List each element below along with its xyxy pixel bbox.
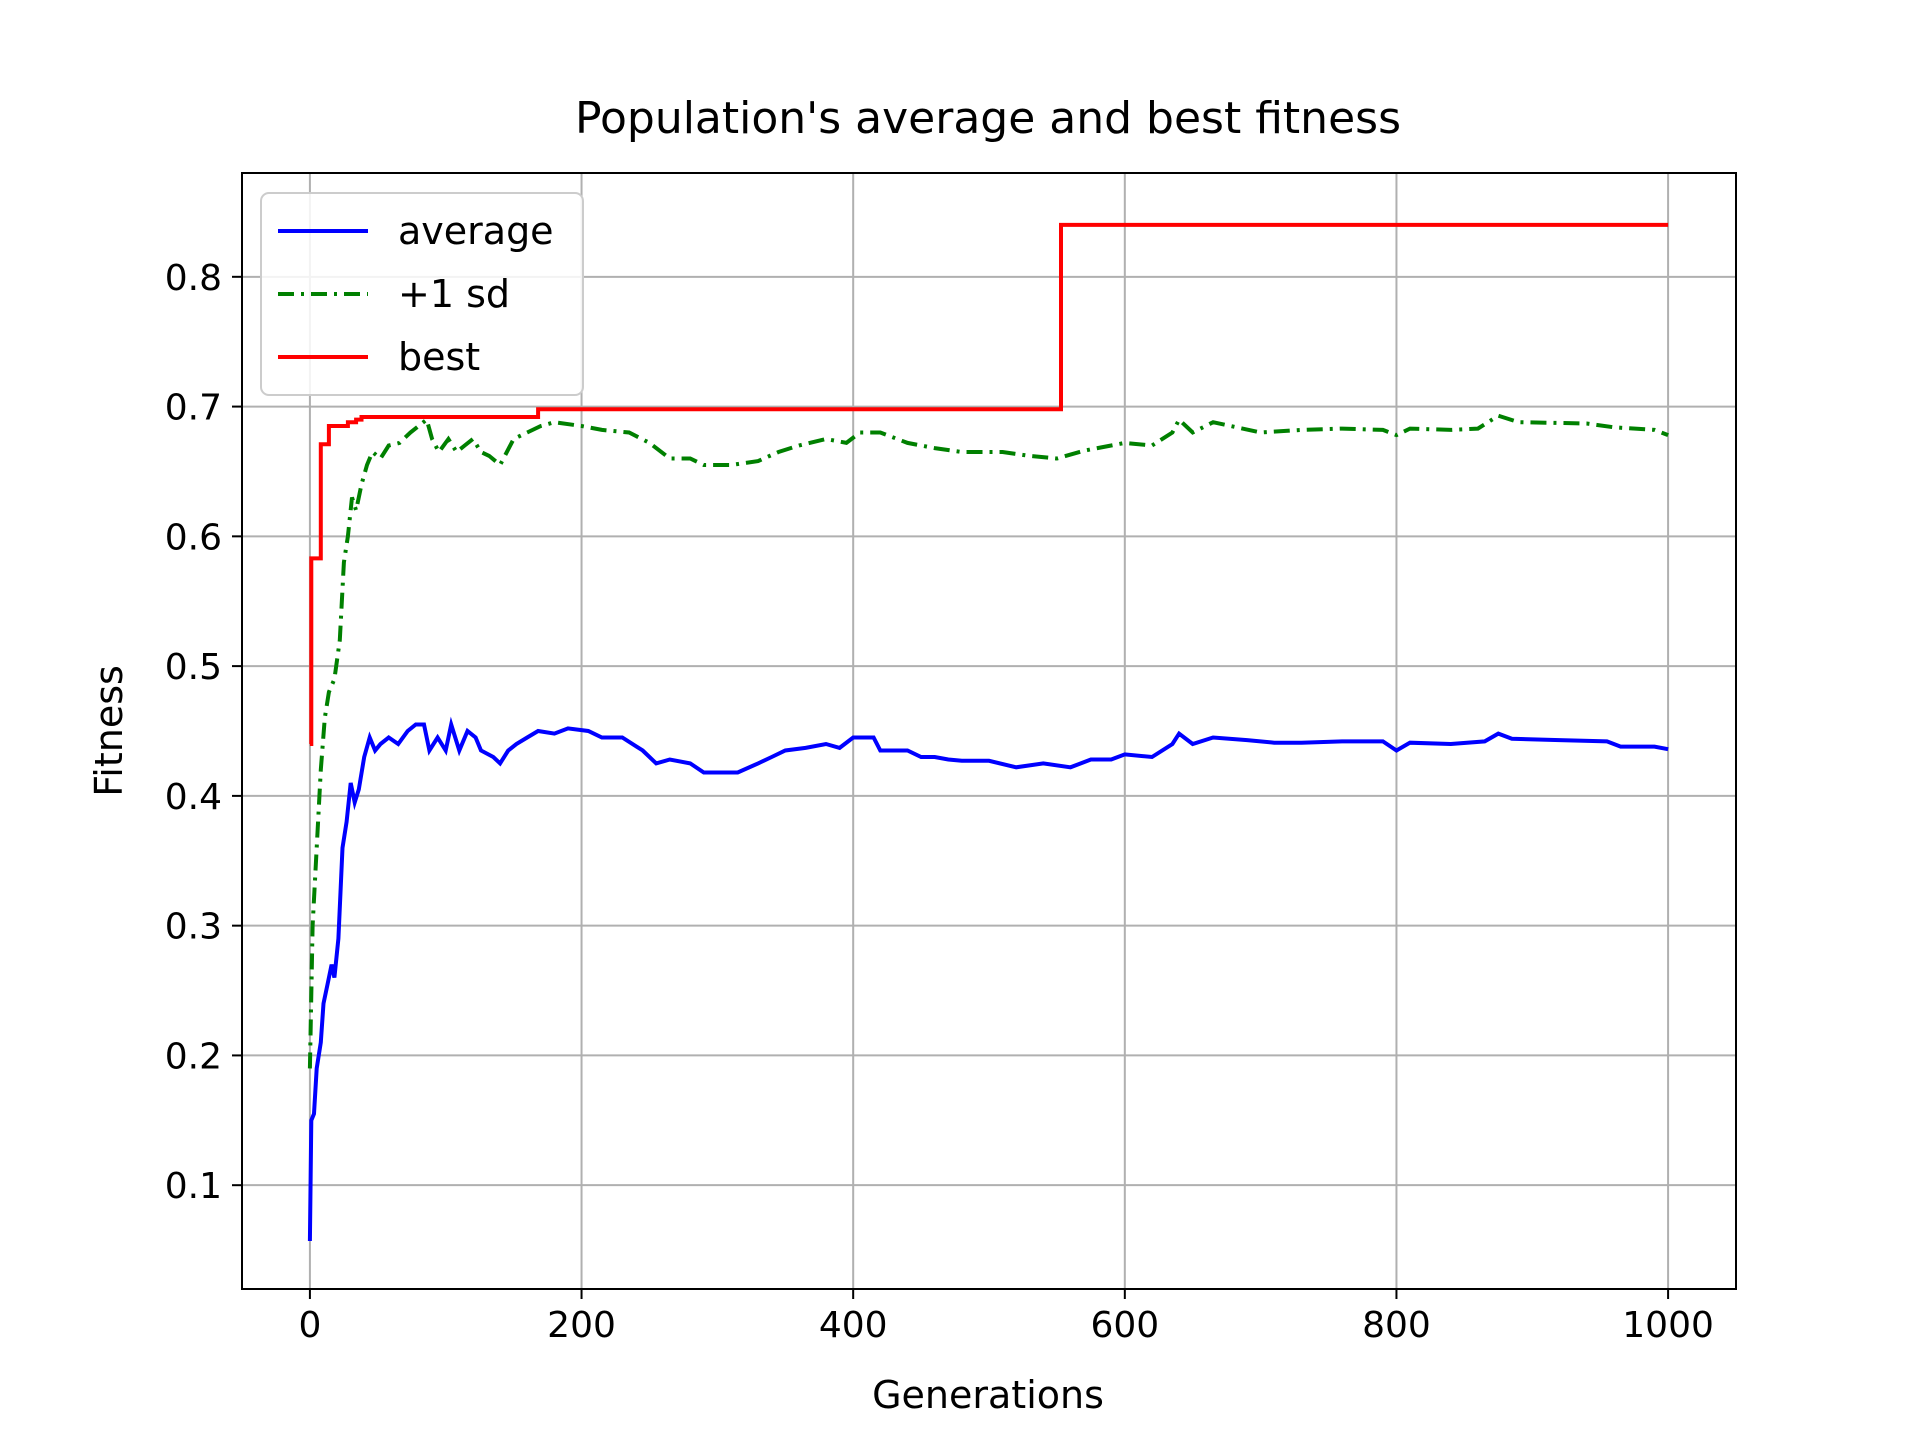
- series-line-3: [309, 222, 1669, 746]
- y-axis-label: Fitness: [87, 665, 131, 797]
- legend-box: [260, 192, 584, 396]
- series-layer: [307, 222, 1669, 1242]
- x-axis: 0 200 400 600 800 1000: [298, 1289, 1714, 1346]
- y-tick-label: 0.4: [165, 777, 222, 818]
- y-tick-label: 0.8: [165, 258, 222, 299]
- legend-label: average: [398, 209, 554, 253]
- grid-lines: [242, 173, 1736, 1289]
- legend: average +1 sd best: [260, 192, 584, 396]
- x-tick-label: 200: [547, 1305, 616, 1346]
- x-tick-label: 1000: [1622, 1305, 1714, 1346]
- y-tick-label: 0.6: [165, 517, 222, 558]
- x-tick-label: 600: [1090, 1305, 1159, 1346]
- series-line-2: [307, 413, 1669, 1069]
- y-tick-label: 0.1: [165, 1166, 222, 1207]
- plot-frame: [241, 172, 1737, 1290]
- x-axis-label: Generations: [872, 1373, 1104, 1417]
- legend-label: +1 sd: [398, 272, 510, 316]
- y-tick-label: 0.5: [165, 647, 222, 688]
- y-axis: 0.1 0.2 0.3 0.4 0.5 0.6 0.7 0.8: [165, 258, 242, 1207]
- x-tick-label: 0: [298, 1305, 321, 1346]
- y-tick-label: 0.7: [165, 388, 222, 429]
- series-line-1: [307, 716, 1669, 1242]
- y-tick-label: 0.2: [165, 1036, 222, 1077]
- legend-label: best: [398, 335, 480, 379]
- x-tick-label: 400: [819, 1305, 888, 1346]
- y-tick-label: 0.3: [165, 907, 222, 948]
- x-tick-label: 800: [1362, 1305, 1431, 1346]
- chart-title: Population's average and best fitness: [575, 93, 1401, 144]
